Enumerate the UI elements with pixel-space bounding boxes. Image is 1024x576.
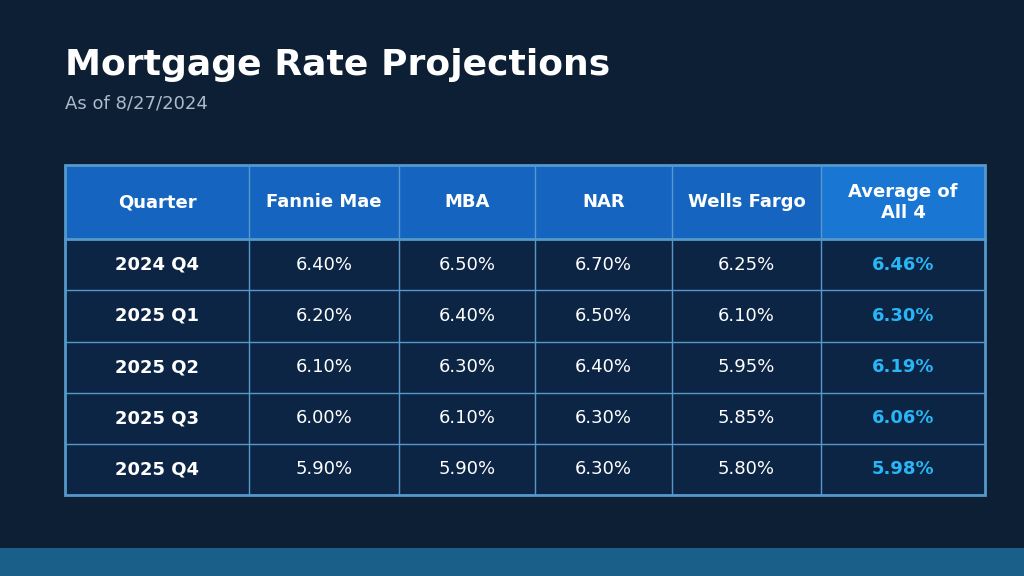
Bar: [249, 165, 399, 239]
Bar: [249, 239, 399, 290]
Bar: [672, 342, 821, 393]
Text: 6.50%: 6.50%: [438, 256, 496, 274]
Text: Wells Fargo: Wells Fargo: [687, 193, 805, 211]
Bar: [672, 444, 821, 495]
Text: 6.46%: 6.46%: [872, 256, 935, 274]
Bar: [536, 165, 672, 239]
Text: 5.80%: 5.80%: [718, 460, 775, 479]
Text: 6.30%: 6.30%: [872, 307, 935, 325]
Text: 2025 Q4: 2025 Q4: [115, 460, 199, 479]
Text: 6.10%: 6.10%: [296, 358, 352, 376]
Text: 6.40%: 6.40%: [574, 358, 632, 376]
Text: 5.95%: 5.95%: [718, 358, 775, 376]
Text: 6.70%: 6.70%: [574, 256, 632, 274]
Text: 6.06%: 6.06%: [872, 410, 935, 427]
Bar: [821, 444, 985, 495]
Text: Mortgage Rate Projections: Mortgage Rate Projections: [65, 48, 610, 82]
Text: NAR: NAR: [582, 193, 625, 211]
Text: 5.90%: 5.90%: [438, 460, 496, 479]
Bar: [536, 342, 672, 393]
Text: 6.30%: 6.30%: [574, 410, 632, 427]
Bar: [65, 165, 249, 239]
Bar: [65, 342, 249, 393]
Text: 6.40%: 6.40%: [296, 256, 352, 274]
Text: 2025 Q2: 2025 Q2: [115, 358, 199, 376]
Text: 5.85%: 5.85%: [718, 410, 775, 427]
Text: 6.30%: 6.30%: [574, 460, 632, 479]
Bar: [821, 342, 985, 393]
Text: Average of
All 4: Average of All 4: [849, 183, 958, 222]
Bar: [672, 239, 821, 290]
Text: 6.50%: 6.50%: [574, 307, 632, 325]
Bar: [399, 165, 536, 239]
Bar: [399, 290, 536, 342]
Text: 2025 Q3: 2025 Q3: [115, 410, 199, 427]
Bar: [249, 290, 399, 342]
Bar: [536, 239, 672, 290]
Text: 2024 Q4: 2024 Q4: [115, 256, 199, 274]
Text: 6.00%: 6.00%: [296, 410, 352, 427]
Bar: [536, 290, 672, 342]
Text: 6.25%: 6.25%: [718, 256, 775, 274]
Text: 6.10%: 6.10%: [718, 307, 775, 325]
Text: 6.19%: 6.19%: [872, 358, 935, 376]
Bar: [536, 444, 672, 495]
Text: Fannie Mae: Fannie Mae: [266, 193, 382, 211]
Bar: [821, 393, 985, 444]
Bar: [65, 239, 249, 290]
Text: As of 8/27/2024: As of 8/27/2024: [65, 95, 208, 113]
Text: Quarter: Quarter: [118, 193, 197, 211]
Bar: [65, 290, 249, 342]
Bar: [399, 342, 536, 393]
Bar: [536, 393, 672, 444]
Bar: [65, 165, 985, 495]
Bar: [821, 239, 985, 290]
Bar: [672, 290, 821, 342]
Text: 2025 Q1: 2025 Q1: [115, 307, 199, 325]
Bar: [249, 393, 399, 444]
Text: 6.30%: 6.30%: [438, 358, 496, 376]
Bar: [0, 548, 1024, 576]
Bar: [821, 290, 985, 342]
Bar: [672, 165, 821, 239]
Bar: [249, 444, 399, 495]
Bar: [821, 165, 985, 239]
Text: MBA: MBA: [444, 193, 489, 211]
Bar: [65, 444, 249, 495]
Text: 6.10%: 6.10%: [438, 410, 496, 427]
Text: 5.90%: 5.90%: [295, 460, 352, 479]
Bar: [399, 239, 536, 290]
Bar: [672, 393, 821, 444]
Text: 6.40%: 6.40%: [438, 307, 496, 325]
Text: 5.98%: 5.98%: [871, 460, 935, 479]
Bar: [65, 393, 249, 444]
Bar: [399, 393, 536, 444]
Bar: [399, 444, 536, 495]
Text: 6.20%: 6.20%: [296, 307, 352, 325]
Bar: [249, 342, 399, 393]
